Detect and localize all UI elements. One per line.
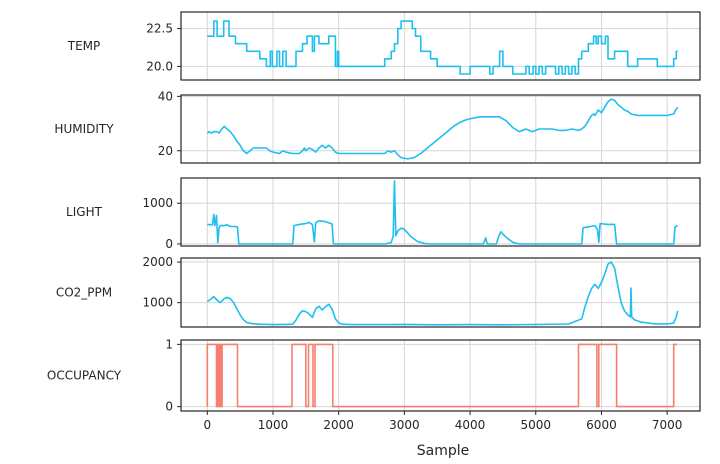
x-tick-label: 1000	[258, 418, 289, 432]
x-axis: 0 1000 2000 3000 4000 5000 6000 7000	[203, 411, 682, 432]
x-axis-label: Sample	[417, 443, 470, 459]
x-tick-label: 6000	[586, 418, 617, 432]
y-tick-label: 22.5	[146, 22, 173, 36]
panel-frame	[180, 177, 701, 247]
y-tick-label: 0	[165, 237, 173, 251]
panel-light: 0 1000 LIGHT	[66, 177, 701, 251]
y-tick-label: 20	[158, 144, 173, 158]
humidity-series-line	[206, 98, 679, 160]
panel-frame	[180, 257, 701, 328]
panel-label: LIGHT	[66, 205, 103, 219]
y-tick-label: 1000	[142, 196, 173, 210]
panel-humidity: 20 40 HUMIDITY	[54, 89, 701, 164]
panels: 20.0 22.5 TEMP 20 40 HUMIDITY 0 1000 LIGHT 1000 20…	[47, 11, 701, 414]
x-tick-label: 3000	[389, 418, 420, 432]
light-series-line	[207, 180, 679, 245]
panel-label: OCCUPANCY	[47, 369, 122, 383]
occupancy-series-line	[206, 343, 677, 408]
y-tick-label: 0	[165, 400, 173, 414]
panel-label: CO2_PPM	[56, 286, 112, 300]
panel-frame	[180, 94, 701, 164]
y-tick-label: 20.0	[146, 59, 173, 73]
x-tick-label: 2000	[323, 418, 354, 432]
panel-frame	[180, 11, 701, 81]
temp-series-line	[207, 20, 678, 75]
x-tick-label: 5000	[520, 418, 551, 432]
panel-label: TEMP	[67, 39, 101, 53]
y-tick-label: 2000	[142, 255, 173, 269]
y-tick-label: 1000	[142, 296, 173, 310]
panel-frame	[180, 339, 701, 412]
y-tick-label: 40	[158, 89, 173, 103]
panel-label: HUMIDITY	[54, 122, 114, 136]
co2-ppm-series-line	[206, 261, 679, 326]
x-tick-label: 4000	[455, 418, 486, 432]
y-tick-label: 1	[165, 337, 173, 351]
x-tick-label: 0	[203, 418, 211, 432]
x-tick-label: 7000	[652, 418, 683, 432]
panel-occupancy: 0 1 OCCUPANCY	[47, 337, 701, 414]
panel-temp: 20.0 22.5 TEMP	[67, 11, 701, 81]
panel-co2-ppm: 1000 2000 CO2_PPM	[56, 255, 701, 328]
